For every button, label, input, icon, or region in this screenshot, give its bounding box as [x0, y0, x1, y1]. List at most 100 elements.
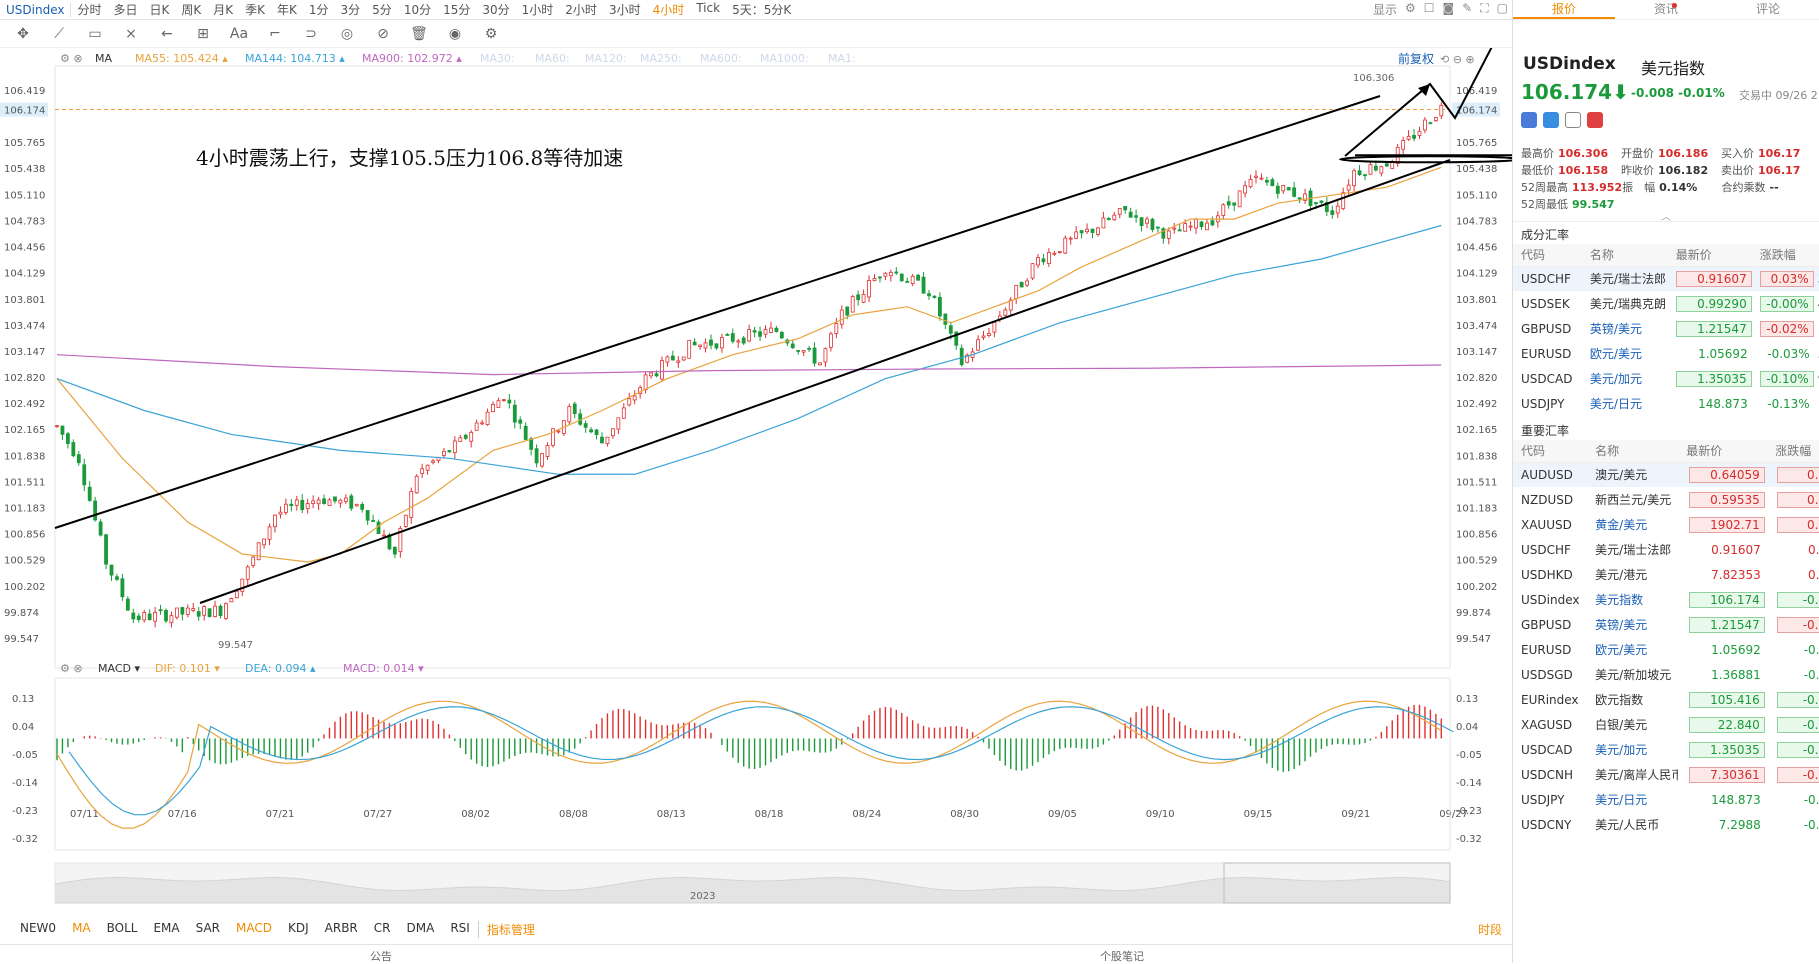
tab-news[interactable]: 资讯	[1653, 2, 1678, 16]
indicator-tab-10[interactable]: RSI	[450, 920, 470, 935]
tab-comments[interactable]: 评论	[1755, 2, 1780, 16]
session-button[interactable]: 时段	[1477, 922, 1502, 937]
indicator-tab-8[interactable]: CR	[373, 920, 391, 935]
crosshair-icon[interactable]: ✥	[17, 25, 29, 42]
line-tool-icon[interactable]: ⟋	[54, 25, 64, 42]
period-12[interactable]: 30分	[482, 3, 510, 17]
display-menu[interactable]: 显示	[1372, 3, 1397, 17]
period-6[interactable]: 年K	[277, 3, 297, 17]
period-9[interactable]: 5分	[372, 3, 392, 17]
col-name[interactable]: 名称	[1581, 244, 1668, 267]
hide-icon[interactable]: ⊘	[377, 25, 389, 42]
table-row[interactable]: USDCAD 美元/加元 1.35035-0.1	[1513, 737, 1819, 762]
heart-icon[interactable]	[1587, 112, 1603, 128]
globe-icon[interactable]	[1521, 112, 1537, 128]
period-14[interactable]: 2小时	[565, 3, 597, 17]
indicator-tab-7[interactable]: ARBR	[324, 920, 358, 935]
gear-icon[interactable]: ⚙	[1405, 1, 1416, 15]
trash-icon[interactable]: 🗑	[410, 25, 428, 42]
period-13[interactable]: 1小时	[521, 3, 554, 17]
col-price[interactable]: 最新价	[1667, 244, 1752, 267]
table-row[interactable]: GBPUSD 英镑/美元 1.21547-0.02%11	[1513, 316, 1819, 341]
magnet-icon[interactable]: ⊃	[305, 25, 317, 42]
table-row[interactable]: EURUSD 欧元/美元 1.05692 -0.03% 57	[1513, 341, 1819, 366]
indicator-tab-2[interactable]: BOLL	[106, 920, 138, 935]
fullscreen-icon[interactable]: ⛶	[1480, 1, 1489, 15]
chart-area[interactable]: ⚙ ⊗ MA MA55: 105.424 ▴ MA144: 104.713 ▴ MA90…	[0, 7, 1521, 908]
text-tool-icon[interactable]: Aa	[229, 25, 249, 42]
rectangle-tool-icon[interactable]: ▭	[88, 25, 102, 42]
announcement-tab[interactable]: 公告	[370, 950, 392, 963]
candle	[1161, 228, 1166, 239]
col-code[interactable]: 代码	[1513, 440, 1588, 463]
y-tick-label: 101.511	[4, 477, 45, 488]
arrow-tool-icon[interactable]: ←	[161, 25, 173, 42]
period-5[interactable]: 季K	[245, 3, 266, 17]
col-pct[interactable]: 涨跌幅	[1751, 244, 1814, 267]
col-name[interactable]: 名称	[1587, 440, 1679, 463]
period-10[interactable]: 10分	[403, 3, 432, 17]
indicator-tab-1[interactable]: MA	[72, 920, 91, 935]
notes-tab[interactable]: 个股笔记	[1100, 950, 1144, 963]
table-row[interactable]: USDCAD 美元/加元 1.35035-0.10%9	[1513, 366, 1819, 391]
maximize-icon[interactable]: ▢	[1496, 1, 1508, 15]
doc-icon[interactable]	[1565, 112, 1581, 128]
candle	[670, 355, 675, 361]
period-0[interactable]: 分时	[77, 3, 102, 17]
period-16[interactable]: 4小时	[652, 3, 685, 17]
table-row[interactable]: USDJPY 美元/日元 148.873 -0.1	[1513, 787, 1819, 812]
period-18[interactable]: 5天：5分K	[732, 3, 792, 17]
polyline-tool-icon[interactable]: ⨯	[125, 25, 137, 42]
period-3[interactable]: 周K	[181, 3, 202, 17]
settings-icon[interactable]: ⚙	[484, 25, 498, 42]
col-pct[interactable]: 涨跌幅	[1767, 440, 1819, 463]
indicator-tab-9[interactable]: DMA	[406, 920, 435, 935]
period-1[interactable]: 多日	[113, 3, 138, 17]
col-code[interactable]: 代码	[1513, 244, 1582, 267]
indicator-tab-11[interactable]: 指标管理	[477, 920, 543, 938]
collapse-chevron-icon[interactable]: ︿	[1661, 212, 1671, 223]
pen-icon[interactable]: ✎	[1462, 1, 1473, 15]
table-row[interactable]: USDSGD 美元/新加坡元 1.36881 -0.0	[1513, 662, 1819, 687]
table-row[interactable]: USDCNY 美元/人民币 7.2988 -0.1	[1513, 812, 1819, 837]
indicator-tab-4[interactable]: SAR	[195, 920, 221, 935]
grid-tool-icon[interactable]: ⊞	[197, 25, 209, 42]
period-7[interactable]: 1分	[308, 3, 329, 17]
candle	[256, 542, 261, 561]
indicator-tab-0[interactable]: NEW0	[20, 920, 57, 935]
period-8[interactable]: 3分	[340, 3, 361, 17]
camera-icon[interactable]: ◙	[1442, 1, 1455, 15]
eye-icon[interactable]: ◎	[340, 25, 354, 42]
indicator-tab-3[interactable]: EMA	[153, 920, 180, 935]
tab-quote[interactable]: 报价	[1513, 0, 1615, 19]
table-row[interactable]: EURUSD 欧元/美元 1.05692 -0.0	[1513, 637, 1819, 662]
table-row[interactable]: USDindex 美元指数 106.174-0.0	[1513, 587, 1819, 612]
period-2[interactable]: 日K	[149, 3, 170, 17]
price-chart-svg[interactable]: ⚙ ⊗ MA MA55: 105.424 ▴ MA144: 104.713 ▴ MA90…	[0, 7, 1521, 918]
symbol-label[interactable]: USDindex	[0, 2, 72, 17]
tag-icon[interactable]	[1543, 112, 1559, 128]
table-row[interactable]: XAGUSD 白银/美元 22.840-0.0	[1513, 712, 1819, 737]
checkbox-icon[interactable]: ☐	[1423, 1, 1435, 15]
period-15[interactable]: 3小时	[608, 3, 641, 17]
period-11[interactable]: 15分	[443, 3, 471, 17]
table-row[interactable]: XAUUSD 黄金/美元 1902.710.1	[1513, 512, 1819, 537]
table-row[interactable]: EURindex 欧元指数 105.416-0.0	[1513, 687, 1819, 712]
visibility-icon[interactable]: ◉	[448, 25, 462, 42]
ruler-icon[interactable]: ⌐	[269, 25, 281, 42]
table-row[interactable]: GBPUSD 英镑/美元 1.21547-0.0	[1513, 612, 1819, 637]
period-17[interactable]: Tick	[696, 1, 721, 15]
col-price[interactable]: 最新价	[1678, 440, 1768, 463]
period-4[interactable]: 月K	[213, 3, 234, 17]
table-row[interactable]: USDHKD 美元/港元 7.82353 0.0	[1513, 562, 1819, 587]
table-row[interactable]: USDCHF 美元/瑞士法郎 0.91607 0.0	[1513, 537, 1819, 562]
table-row[interactable]: USDJPY 美元/日元 148.873 -0.13% 13	[1513, 391, 1819, 416]
cell-price: 7.2988	[1718, 817, 1761, 832]
indicator-tab-5[interactable]: MACD	[236, 920, 272, 935]
indicator-tab-6[interactable]: KDJ	[288, 920, 309, 935]
